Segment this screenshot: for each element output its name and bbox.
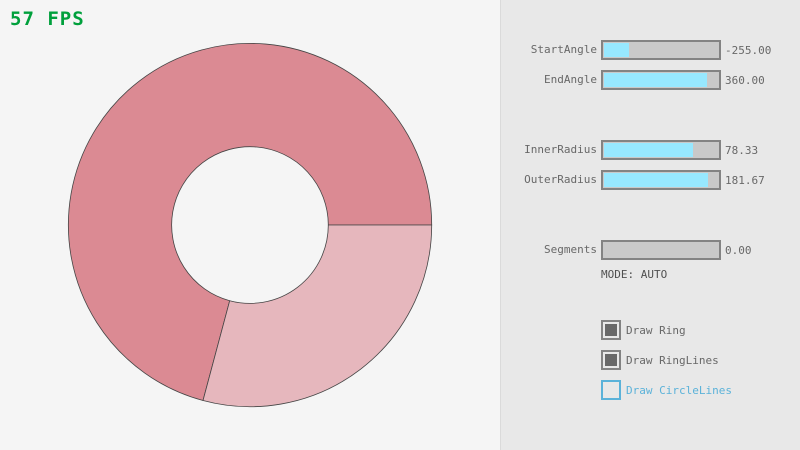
slider-track[interactable] xyxy=(601,40,721,60)
ring-segment-single xyxy=(202,224,433,408)
checkbox-draw-ring-lines[interactable]: Draw RingLines xyxy=(601,350,800,370)
slider-fill xyxy=(604,73,707,87)
ring-segment-overlap xyxy=(67,43,433,401)
slider-track[interactable] xyxy=(601,70,721,90)
slider-label: Segments xyxy=(544,243,597,256)
checkbox-draw-circle-lines[interactable]: Draw CircleLines xyxy=(601,380,800,400)
slider-label: StartAngle xyxy=(530,43,597,56)
slider-value: -255.00 xyxy=(725,44,772,57)
checkbox-label: Draw RingLines xyxy=(626,354,719,367)
slider-fill xyxy=(604,143,694,157)
mode-label: MODE: AUTO xyxy=(601,268,668,281)
slider-inner-radius[interactable]: InnerRadius 78.33 xyxy=(501,140,800,160)
slider-start-angle[interactable]: StartAngle -255.00 xyxy=(501,40,800,60)
slider-segments[interactable]: Segments 0.00 xyxy=(501,240,800,260)
slider-track[interactable] xyxy=(601,240,721,260)
slider-fill xyxy=(604,173,708,187)
checkbox-box[interactable] xyxy=(601,350,621,370)
slider-value: 78.33 xyxy=(725,144,759,157)
slider-value: 181.67 xyxy=(725,174,765,187)
slider-label: EndAngle xyxy=(544,73,597,86)
checkbox-draw-ring[interactable]: Draw Ring xyxy=(601,320,800,340)
checkbox-label: Draw CircleLines xyxy=(626,384,732,397)
controls-panel: StartAngle -255.00 EndAngle 360.00 InnerRa… xyxy=(500,0,800,450)
ring-canvas xyxy=(67,43,433,408)
slider-track[interactable] xyxy=(601,140,721,160)
slider-outer-radius[interactable]: OuterRadius 181.67 xyxy=(501,170,800,190)
slider-label: OuterRadius xyxy=(524,173,597,186)
checkbox-box[interactable] xyxy=(601,320,621,340)
slider-end-angle[interactable]: EndAngle 360.00 xyxy=(501,70,800,90)
checkbox-label: Draw Ring xyxy=(626,324,686,337)
slider-track[interactable] xyxy=(601,170,721,190)
fps-counter: 57 FPS xyxy=(10,8,85,30)
checkbox-box[interactable] xyxy=(601,380,621,400)
slider-label: InnerRadius xyxy=(524,143,597,156)
slider-value: 0.00 xyxy=(725,244,752,257)
slider-fill xyxy=(604,43,629,57)
slider-value: 360.00 xyxy=(725,74,765,87)
